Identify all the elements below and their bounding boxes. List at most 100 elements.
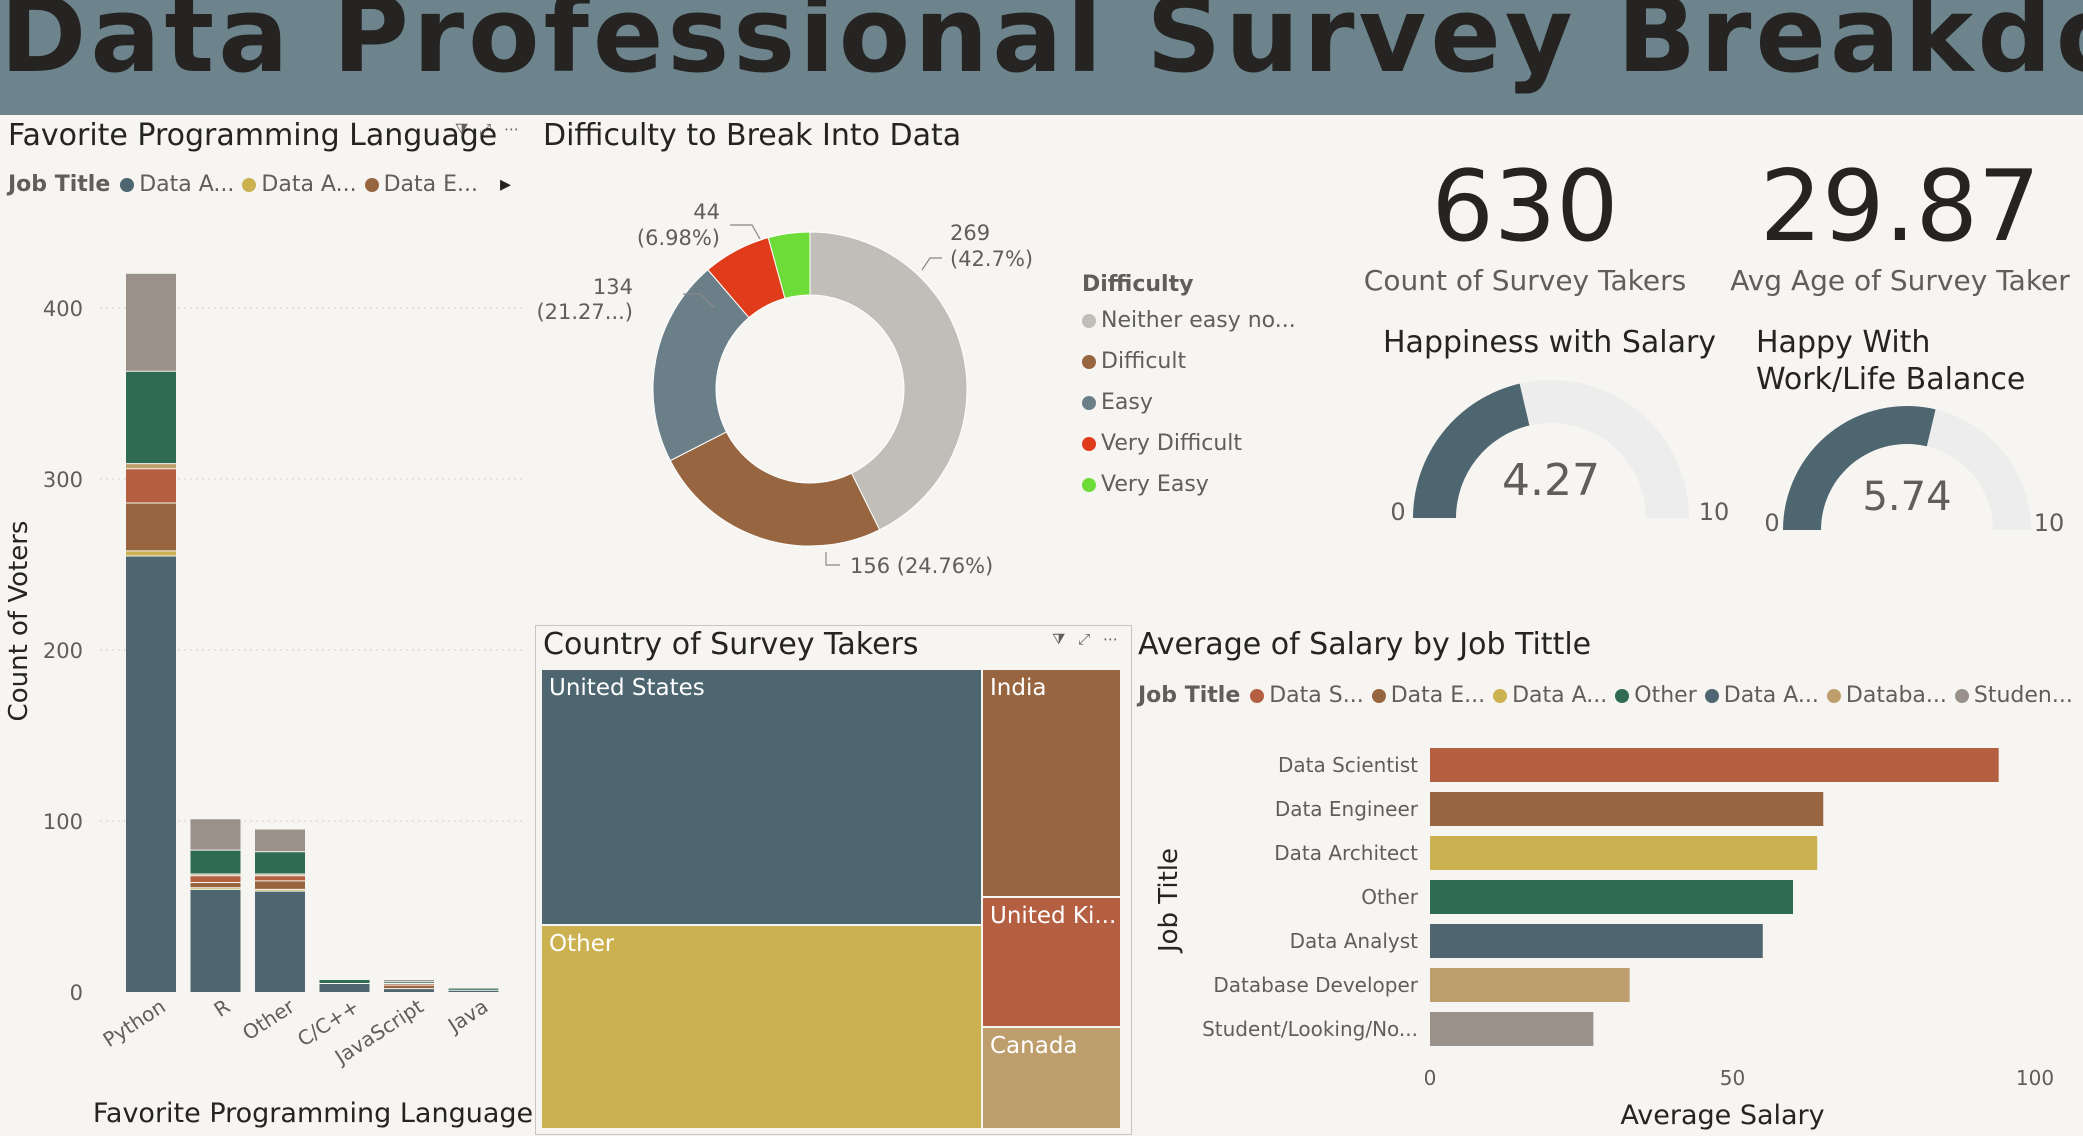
treemap-tile[interactable]: United States [542,670,981,924]
filter-icon[interactable]: ⧩ [455,120,469,138]
treemap-tile[interactable]: Canada [983,1028,1120,1128]
y-tick-label: 0 [70,981,83,1005]
legend-item[interactable]: Studen... [1954,683,2073,708]
bar-segment [126,555,176,992]
legend-item[interactable]: Databa... [1826,683,1947,708]
data-label: 156 (24.76%) [850,554,993,578]
gauge-fill [1413,383,1530,518]
lang-chart-legend: Job Title Data A... Data A... Data E... … [8,172,511,197]
bar [1430,748,1999,782]
gauge-fill [1783,406,1936,530]
more-options-icon[interactable]: ⋯ [503,120,519,138]
bar-segment [384,981,434,984]
data-label: (21.27...) [536,300,633,324]
legend-item[interactable]: Data E... [1371,683,1486,708]
legend-label: Easy [1101,390,1153,415]
bar-segment [384,985,434,989]
difficulty-donut-plot: 269(42.7%) 156 (24.76%) 134(21.27...) 44(6.… [536,200,1033,578]
gauge-worklife: 5.74 0 10 [1764,406,2065,537]
legend-item[interactable]: Very Easy [1082,471,1296,498]
gauge-value: 5.74 [1862,474,1951,520]
salary-chart-legend: Job Title Data S... Data E... Data A... … [1138,683,2081,708]
more-options-icon[interactable]: ⋯ [1102,630,1118,648]
bar-segment [384,983,434,986]
legend-item[interactable]: Data A... [120,172,234,197]
bar-segment [255,875,305,881]
y-tick-label: Student/Looking/No... [1202,1017,1418,1041]
bar-segment [319,980,370,984]
donut-slice [809,231,968,531]
filter-icon[interactable]: ⧩ [1052,630,1066,648]
gauge-max-label: 10 [2034,509,2065,537]
gauge-value: 4.27 [1502,455,1600,506]
y-tick-label: 300 [43,468,83,492]
legend-item[interactable]: Data A... [1704,683,1819,708]
legend-item[interactable]: Data A... [1493,683,1607,708]
x-tick-label: Java [442,994,492,1038]
bar [1430,924,1763,958]
treemap-tile-label: Canada [990,1033,1078,1059]
legend-item[interactable]: Data S... [1250,683,1364,708]
legend-label: Data A... [139,172,235,197]
treemap-tile[interactable]: India [983,670,1120,896]
x-axis-title: Favorite Programming Language [93,1098,533,1129]
legend-swatch [1826,688,1841,703]
legend-item[interactable]: Easy [1082,389,1296,416]
bar-segment [255,880,305,890]
legend-next-arrow-icon[interactable]: ▸ [499,172,512,197]
legend-label: Data E... [1390,683,1486,708]
gauge-worklife-title: Happy With Work/Life Balance [1756,325,2026,397]
legend-label: Databa... [1845,683,1947,708]
legend-title: Difficulty [1082,272,1194,297]
focus-mode-icon[interactable]: ⤢ [1078,630,1091,648]
gauge-max-label: 10 [1699,498,1730,526]
donut-slice [669,431,881,547]
data-label: 134 [593,275,633,299]
y-axis-title: Count of Voters [4,521,34,722]
treemap-tile[interactable]: United Ki... [983,898,1120,1026]
treemap-tile-label: United Ki... [990,903,1117,929]
leader-line [730,224,761,240]
legend-item[interactable]: Data A... [242,172,357,197]
legend-item[interactable]: Data E... [364,172,478,197]
salary-chart-plot: Data Scientist Data Engineer Data Architec… [1154,748,2054,1131]
legend-swatch [1082,354,1096,369]
treemap-tile[interactable]: Other [542,926,981,1128]
gauge-min-label: 0 [1764,509,1779,537]
leader-line [921,257,942,271]
bar-segment [190,887,241,890]
bar-segment [448,990,499,992]
bar-segment [319,983,370,992]
donut-slice [652,269,750,462]
bar-segment [190,874,241,876]
x-tick-label: 0 [1424,1066,1437,1090]
leader-line [683,293,716,309]
legend-item[interactable]: Very Difficult [1082,430,1296,457]
treemap-visual-frame[interactable] [535,625,1132,1135]
dashboard-banner: Data Professional Survey Breakdown [0,0,2083,115]
legend-item[interactable]: Other [1615,683,1697,708]
bar-segment [126,273,176,372]
donut-slice [767,231,811,300]
bar [1430,880,1793,914]
data-label: (42.7%) [950,247,1033,271]
legend-label: Neither easy no... [1101,308,1296,333]
difficulty-legend: Difficulty Neither easy no... Difficult … [1082,272,1304,512]
legend-label: Very Difficult [1101,431,1243,456]
leader-line [825,552,840,566]
data-label: (6.98%) [637,226,720,250]
treemap-title: Country of Survey Takers [543,627,919,662]
x-tick-label: 100 [2016,1066,2054,1090]
legend-item[interactable]: Neither easy no... [1082,307,1296,334]
bar [1430,792,1824,826]
focus-mode-icon[interactable]: ⤢ [479,120,492,138]
bar-segment [255,891,305,992]
bar-segment [190,819,241,851]
lang-chart-title: Favorite Programming Language [8,118,498,153]
legend-label: Data A... [1723,683,1819,708]
legend-swatch [1493,688,1508,703]
bar-segment [126,502,176,551]
y-tick-label: Data Architect [1274,841,1418,865]
bar-segment [126,468,176,503]
legend-item[interactable]: Difficult [1082,348,1296,375]
